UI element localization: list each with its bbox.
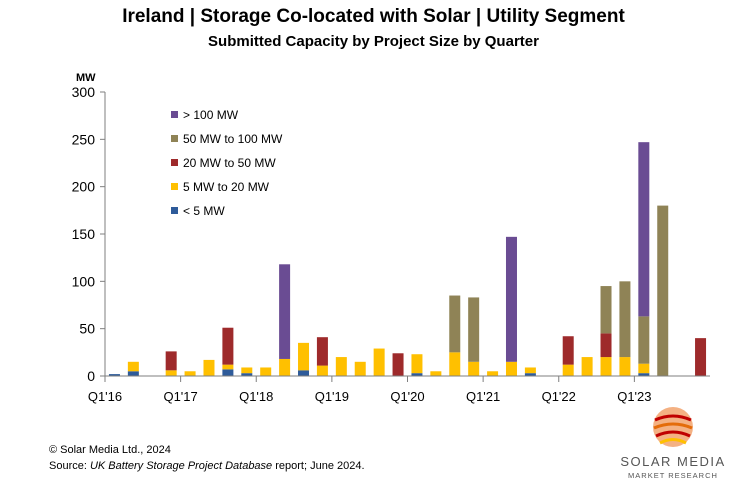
bar-segment-26-series-3	[600, 286, 612, 334]
bar-segment-12-series-1	[335, 357, 347, 376]
bar-segment-28-series-3	[638, 316, 650, 364]
bar-segment-24-series-2	[562, 336, 574, 365]
copyright-text: © Solar Media Ltd., 2024	[49, 444, 171, 456]
y-tick-label: 50	[79, 321, 95, 337]
bar-segment-3-series-1	[165, 370, 177, 376]
bar-segment-26-series-1	[600, 357, 612, 376]
legend-label-3: 5 MW to 20 MW	[183, 180, 270, 194]
y-tick-label: 100	[72, 273, 96, 289]
bar-segment-8-series-1	[260, 367, 272, 376]
legend-swatch-4	[171, 207, 178, 214]
y-tick-label: 250	[72, 131, 96, 147]
bar-segment-27-series-1	[619, 357, 631, 376]
bar-segment-31-series-2	[695, 338, 707, 376]
bar-segment-18-series-3	[449, 295, 461, 353]
x-tick-label: Q1'16	[88, 389, 122, 404]
x-tick-label: Q1'19	[315, 389, 349, 404]
bar-segment-7-series-0	[241, 373, 253, 376]
bar-segment-6-series-2	[222, 327, 234, 365]
x-tick-label: Q1'22	[542, 389, 576, 404]
bar-segment-14-series-1	[373, 348, 385, 376]
chart-subtitle: Submitted Capacity by Project Size by Qu…	[208, 33, 539, 50]
bar-segment-17-series-1	[430, 371, 442, 376]
bar-segment-24-series-1	[562, 364, 574, 376]
y-tick-label: 0	[87, 368, 95, 384]
y-tick-label: 300	[72, 84, 96, 100]
bar-segment-6-series-1	[222, 364, 234, 370]
legend-label-0: > 100 MW	[183, 108, 239, 122]
bar-segment-28-series-4	[638, 142, 650, 317]
bar-segment-13-series-1	[354, 361, 366, 376]
legend-swatch-3	[171, 183, 178, 190]
bar-segment-1-series-1	[127, 361, 139, 372]
bar-segment-16-series-1	[411, 354, 423, 374]
legend-label-4: < 5 MW	[183, 204, 225, 218]
bar-segment-26-series-2	[600, 333, 612, 358]
bar-segment-20-series-1	[487, 371, 499, 376]
x-tick-label: Q1'23	[617, 389, 651, 404]
bar-segment-16-series-0	[411, 373, 423, 376]
bar-segment-21-series-4	[505, 236, 517, 362]
y-axis-label: MW	[76, 72, 96, 84]
source-title: UK Battery Storage Project Database	[89, 460, 273, 472]
bar-segment-10-series-0	[298, 370, 310, 376]
bar-segment-18-series-1	[449, 352, 461, 376]
y-tick-label: 200	[72, 179, 96, 195]
bar-segment-21-series-1	[505, 361, 517, 376]
logo-tagline: MARKET RESEARCH	[628, 471, 718, 480]
bar-segment-22-series-0	[524, 373, 536, 376]
bar-segment-1-series-0	[127, 371, 139, 376]
y-tick-label: 150	[72, 226, 96, 242]
bar-segment-25-series-1	[581, 357, 593, 376]
source-suffix: report; June 2024.	[272, 460, 365, 472]
bar-segment-10-series-1	[298, 342, 310, 371]
source-prefix: Source:	[49, 460, 90, 472]
bar-segment-27-series-3	[619, 281, 631, 358]
bar-segment-3-series-2	[165, 351, 177, 371]
bar-segment-7-series-1	[241, 367, 253, 374]
bar-segment-15-series-2	[392, 353, 404, 376]
x-tick-label: Q1'21	[466, 389, 500, 404]
bar-segment-28-series-0	[638, 373, 650, 376]
bar-segment-22-series-1	[524, 367, 536, 374]
x-tick-label: Q1'18	[239, 389, 273, 404]
legend-swatch-1	[171, 135, 178, 142]
bar-segment-4-series-1	[184, 371, 196, 376]
bar-segment-0-series-0	[108, 374, 120, 376]
solar-media-logo-icon	[653, 407, 693, 447]
x-tick-label: Q1'17	[163, 389, 197, 404]
bar-segment-9-series-1	[279, 358, 291, 376]
logo-name: SOLAR MEDIA	[620, 454, 726, 469]
bar-segment-5-series-1	[203, 359, 215, 376]
x-tick-label: Q1'20	[390, 389, 424, 404]
bar-segment-11-series-1	[316, 365, 328, 376]
legend-swatch-0	[171, 111, 178, 118]
bar-segment-9-series-4	[279, 264, 291, 359]
bar-segment-29-series-3	[657, 205, 669, 376]
chart-title: Ireland | Storage Co-located with Solar …	[122, 6, 625, 27]
legend-swatch-2	[171, 159, 178, 166]
bar-segment-19-series-1	[468, 361, 480, 376]
bar-segment-6-series-0	[222, 369, 234, 376]
bar-segment-19-series-3	[468, 297, 480, 362]
bar-segment-28-series-1	[638, 363, 650, 374]
source-text: Source: UK Battery Storage Project Datab…	[49, 460, 365, 472]
bar-segment-11-series-2	[316, 337, 328, 366]
legend-label-1: 50 MW to 100 MW	[183, 132, 283, 146]
legend-label-2: 20 MW to 50 MW	[183, 156, 276, 170]
